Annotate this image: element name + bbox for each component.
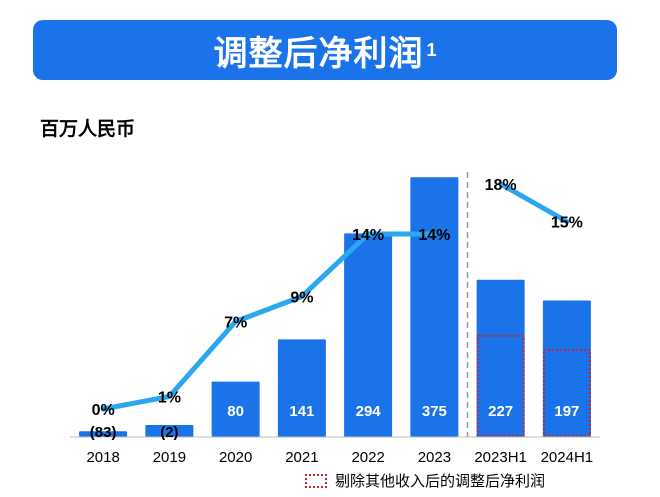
x-tick-label: 2022 [351, 449, 384, 466]
bar-value-label: 294 [356, 403, 382, 420]
bar-value-label: 375 [422, 403, 447, 420]
bar [79, 431, 128, 437]
bar [542, 300, 591, 437]
title-banner: 调整后净利润 1 [33, 20, 617, 80]
bar-value-label: 141 [289, 403, 314, 420]
bar-value-label: 227 [488, 403, 513, 420]
bar-value-label: 80 [227, 403, 244, 420]
bar [211, 381, 260, 437]
bar-value-label: (83) [90, 424, 117, 441]
bar [476, 279, 525, 437]
title-footnote-marker: 1 [426, 39, 437, 60]
bar-value-label: (2) [160, 424, 178, 441]
legend: 剔除其他收入后的调整后净利润 [305, 470, 545, 491]
bar [277, 339, 326, 437]
margin-label: 15% [551, 215, 583, 232]
bar [410, 177, 459, 437]
margin-line [498, 181, 570, 224]
x-tick-label: 2024H1 [541, 449, 594, 466]
x-tick-label: 2019 [153, 449, 186, 466]
bar [145, 425, 194, 437]
margin-label: 14% [352, 227, 384, 244]
x-tick-label: 2018 [86, 449, 119, 466]
highlight-box [542, 348, 591, 438]
unit-label: 百万人民币 [40, 119, 136, 140]
margin-label: 1% [158, 390, 181, 407]
margin-label: 9% [290, 290, 313, 307]
margin-label: 14% [418, 227, 450, 244]
x-tick-label: 2020 [219, 449, 252, 466]
legend-swatch [305, 473, 327, 488]
margin-line [100, 231, 437, 412]
chart-title: 调整后净利润 [213, 34, 424, 73]
bar [344, 233, 393, 437]
margin-label: 18% [485, 177, 517, 194]
margin-label: 7% [224, 315, 247, 332]
bar-value-label: 197 [554, 403, 579, 420]
margin-label: 0% [92, 402, 115, 419]
x-tick-label: 2021 [285, 449, 318, 466]
highlight-box [476, 334, 525, 438]
legend-label: 剔除其他收入后的调整后净利润 [335, 473, 546, 490]
x-tick-label: 2023 [418, 449, 451, 466]
x-tick-label: 2023H1 [474, 449, 527, 466]
